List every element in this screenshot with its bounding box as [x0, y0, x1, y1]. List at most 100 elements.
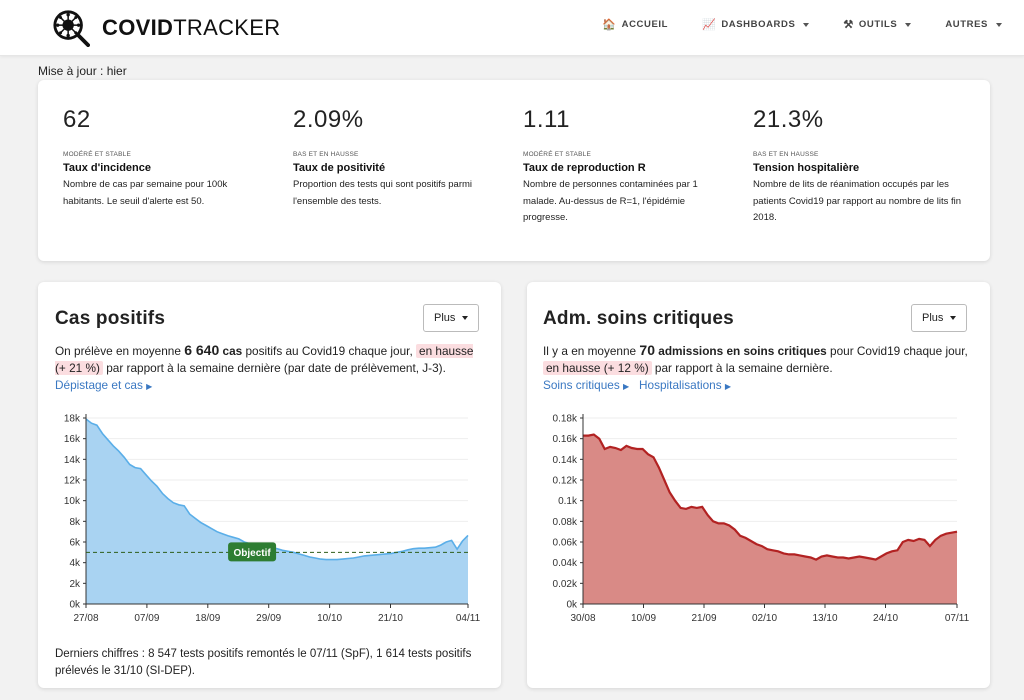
y-tick-label: 0.06k	[553, 538, 578, 549]
y-tick-label: 0.16k	[553, 434, 578, 445]
chevron-down-icon	[950, 316, 957, 320]
top-navbar: COVIDTRACKER 🏠 ACCUEIL 📈 DASHBOARDS ⚒ OU…	[0, 0, 1024, 56]
kpi-description: Nombre de lits de réanimation occupés pa…	[753, 179, 962, 223]
home-icon: 🏠	[602, 19, 617, 31]
kpi-title: Taux d'incidence	[63, 162, 151, 174]
y-tick-label: 12k	[64, 476, 81, 487]
x-tick-label: 10/09	[631, 613, 656, 624]
chart-icon: 📈	[702, 19, 717, 31]
nav-item-autres[interactable]: AUTRES	[945, 18, 1002, 31]
icu-count: 70	[639, 342, 655, 358]
nav-item-accueil[interactable]: 🏠 ACCUEIL	[602, 18, 668, 31]
kpi-description: Nombre de personnes contaminées par 1 ma…	[523, 179, 698, 223]
x-tick-label: 21/10	[378, 613, 403, 624]
y-tick-label: 0.18k	[553, 414, 578, 425]
nav-item-label: OUTILS	[858, 19, 898, 30]
trend-badge: en hausse (+ 12 %)	[543, 361, 652, 375]
x-tick-label: 07/11	[945, 613, 970, 624]
brand[interactable]: COVIDTRACKER	[52, 9, 280, 47]
brand-name: COVIDTRACKER	[102, 15, 281, 40]
link-soins-critiques[interactable]: Soins critiques ▶	[543, 378, 630, 392]
kpi-title: Tension hospitalière	[753, 162, 860, 174]
kpi-status: MODÉRÉ ET STABLE	[523, 151, 591, 158]
kpi-status: BAS ET EN HAUSSE	[753, 151, 819, 158]
y-tick-label: 0.04k	[553, 558, 578, 569]
kpi-incidence: 62 MODÉRÉ ET STABLE Taux d'incidence Nom…	[63, 106, 263, 210]
x-tick-label: 13/10	[812, 613, 837, 624]
plus-dropdown-button[interactable]: Plus	[423, 304, 480, 332]
cases-panel: Cas positifs Plus On prélève en moyenne …	[38, 282, 501, 688]
icu-summary: Il y a en moyenne 70 admissions en soins…	[543, 342, 968, 392]
x-tick-label: 27/08	[73, 613, 98, 624]
y-tick-label: 0k	[69, 600, 81, 611]
kpi-title: Taux de reproduction R	[523, 162, 646, 174]
kpi-status: BAS ET EN HAUSSE	[293, 151, 359, 158]
kpi-positivity: 2.09% BAS ET EN HAUSSE Taux de positivit…	[293, 106, 493, 210]
icu-panel: Adm. soins critiques Plus Il y a en moye…	[527, 282, 990, 688]
cases-summary: On prélève en moyenne 6 640 cas positifs…	[55, 342, 474, 392]
link-depistage[interactable]: Dépistage et cas ▶	[55, 378, 153, 392]
kpi-hospital-tension: 21.3% BAS ET EN HAUSSE Tension hospitali…	[753, 106, 968, 227]
x-tick-label: 02/10	[752, 613, 777, 624]
plus-button-label: Plus	[922, 312, 944, 324]
panel-title: Cas positifs	[55, 308, 166, 329]
series-area	[86, 419, 468, 604]
kpi-status: MODÉRÉ ET STABLE	[63, 151, 131, 158]
y-tick-label: 4k	[69, 558, 81, 569]
y-tick-label: 0.02k	[553, 579, 578, 590]
y-tick-label: 0.14k	[553, 455, 578, 466]
nav-item-dashboards[interactable]: 📈 DASHBOARDS	[702, 18, 810, 31]
x-tick-label: 21/09	[691, 613, 716, 624]
cases-count: 6 640	[184, 342, 220, 358]
series-area	[583, 434, 957, 604]
kpi-title: Taux de positivité	[293, 162, 386, 174]
y-tick-label: 14k	[64, 455, 81, 466]
y-tick-label: 10k	[64, 496, 81, 507]
virus-magnifier-icon	[53, 10, 90, 47]
x-tick-label: 10/10	[317, 613, 342, 624]
nav-item-label: DASHBOARDS	[721, 19, 796, 30]
plus-dropdown-button[interactable]: Plus	[911, 304, 968, 332]
kpi-card: 62 MODÉRÉ ET STABLE Taux d'incidence Nom…	[38, 80, 990, 261]
y-tick-label: 0.12k	[553, 476, 578, 487]
objective-badge	[228, 542, 277, 562]
y-tick-label: 0.08k	[553, 517, 578, 528]
chevron-down-icon	[996, 22, 1002, 27]
y-tick-label: 0k	[566, 600, 578, 611]
caret-right-icon: ▶	[623, 382, 630, 391]
cases-footer: Derniers chiffres : 8 547 tests positifs…	[55, 648, 472, 677]
y-tick-label: 16k	[64, 434, 81, 445]
caret-right-icon: ▶	[724, 382, 732, 391]
y-tick-label: 0.1k	[558, 496, 578, 507]
plus-button-label: Plus	[434, 312, 456, 324]
kpi-value: 2.09%	[293, 106, 364, 133]
x-tick-label: 18/09	[195, 613, 220, 624]
x-tick-label: 07/09	[134, 613, 159, 624]
objective-label: Objectif	[233, 548, 271, 559]
kpi-description: Proportion des tests qui sont positifs p…	[293, 179, 473, 207]
x-tick-label: 29/09	[256, 613, 281, 624]
chevron-down-icon	[803, 22, 810, 27]
kpi-value: 62	[63, 106, 91, 133]
chevron-down-icon	[905, 22, 912, 27]
caret-right-icon: ▶	[146, 382, 153, 391]
series-line	[85, 418, 469, 561]
nav-item-outils[interactable]: ⚒ OUTILS	[843, 18, 912, 31]
kpi-reproduction: 1.11 MODÉRÉ ET STABLE Taux de reproducti…	[523, 106, 723, 227]
x-tick-label: 24/10	[873, 613, 898, 624]
icu-chart: 0k 0.02k 0.04k 0.06k 0.08k 0.1k 0.12k 0.14k 0.16…	[553, 414, 970, 625]
series-line	[583, 433, 958, 561]
y-tick-label: 18k	[64, 414, 81, 425]
x-tick-label: 30/08	[570, 613, 595, 624]
tools-icon: ⚒	[843, 19, 854, 31]
y-tick-label: 2k	[69, 579, 81, 590]
cases-chart: 0k 2k 4k 6k 8k 10k 12k 14k 16k 18k 27/08 07/09 18/09…	[64, 414, 481, 625]
chevron-down-icon	[462, 316, 469, 320]
last-updated: Mise à jour : hier	[38, 64, 127, 78]
kpi-description: Nombre de cas par semaine pour 100k habi…	[63, 179, 228, 207]
x-tick-label: 04/11	[456, 613, 481, 624]
main-nav: 🏠 ACCUEIL 📈 DASHBOARDS ⚒ OUTILS AUTRES	[602, 18, 1002, 31]
y-tick-label: 6k	[69, 538, 81, 549]
panel-title: Adm. soins critiques	[543, 308, 734, 329]
link-hospitalisations[interactable]: Hospitalisations ▶	[639, 378, 732, 392]
